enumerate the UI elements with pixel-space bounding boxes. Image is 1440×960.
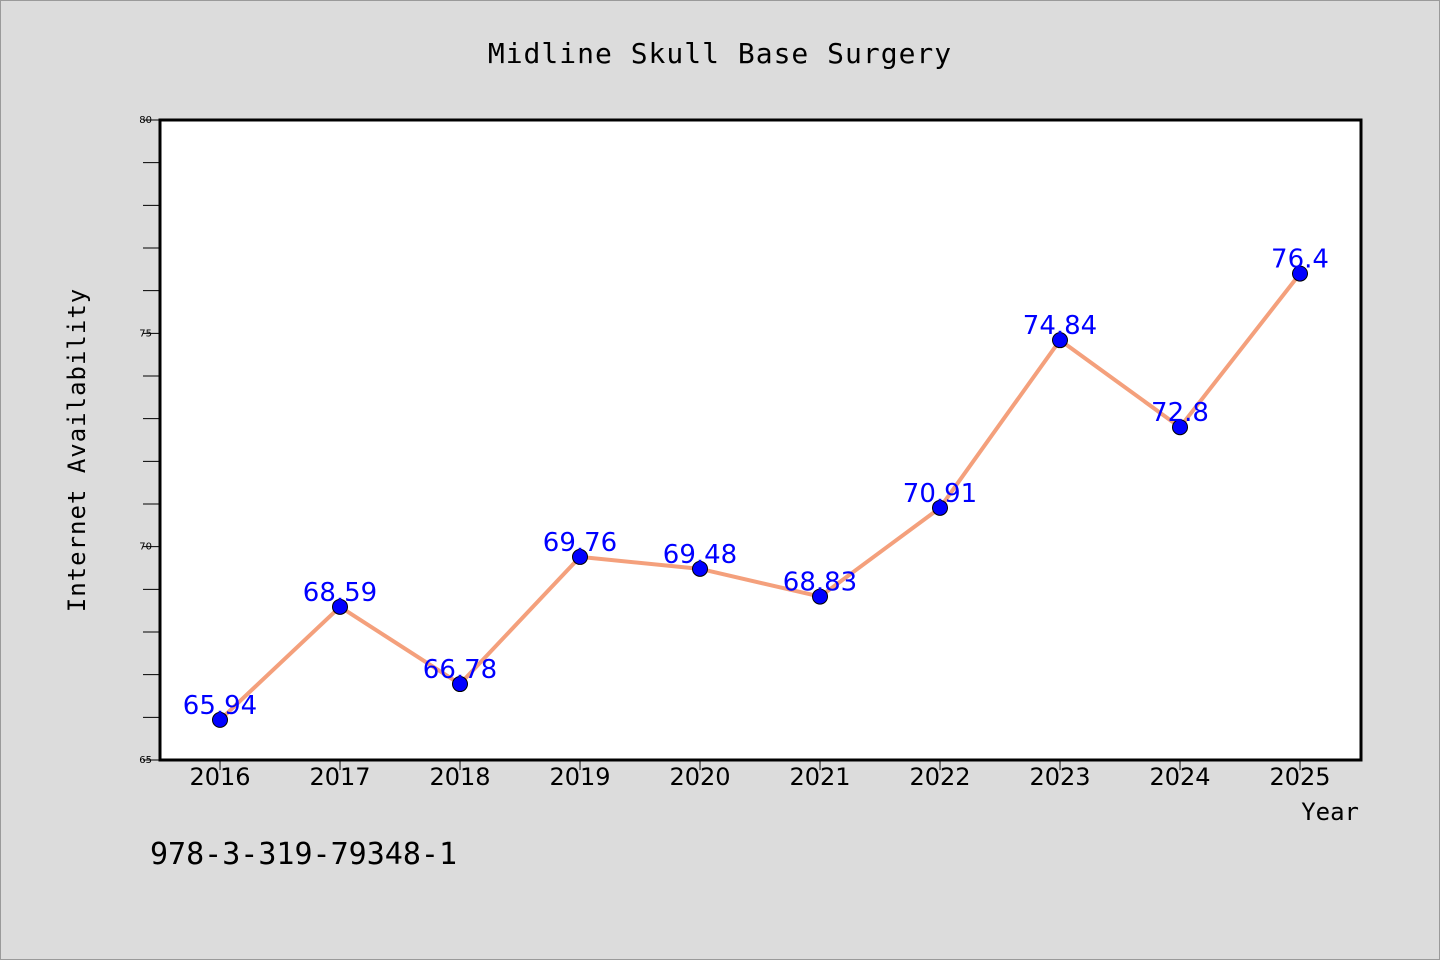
plot-border <box>158 118 1363 762</box>
x-axis-ticks: 2016 2017 2018 2019 2020 2021 2022 2023 2024 2025 <box>189 760 1331 791</box>
data-label-2018: 66.78 <box>423 655 497 685</box>
x-tick-label: 2023 <box>1029 763 1090 791</box>
data-label-2016: 65.94 <box>183 691 257 721</box>
data-label-2022: 70.91 <box>903 479 977 509</box>
y-axis-ticks: 65 70 75 80 <box>139 115 160 766</box>
data-point-2021 <box>812 588 828 605</box>
data-point-2017 <box>332 598 348 615</box>
x-tick-label: 2019 <box>549 763 610 791</box>
plot-area <box>160 120 1361 760</box>
data-point-2025 <box>1292 265 1308 282</box>
y-axis-label: Internet Availability <box>63 288 91 612</box>
y-tick-label: 75 <box>139 328 152 339</box>
y-tick-label: 80 <box>139 115 152 126</box>
y-tick-label: 70 <box>139 542 152 553</box>
data-point-2016 <box>212 711 228 728</box>
chart-title: Midline Skull Base Surgery <box>488 37 952 70</box>
footer-isbn: 978-3-319-79348-1 <box>150 837 457 872</box>
data-label-2017: 68.59 <box>303 578 377 608</box>
x-axis-label: Year <box>1301 798 1359 826</box>
x-tick-label: 2024 <box>1149 763 1210 791</box>
data-point-2018 <box>452 676 468 693</box>
data-labels: 65.94 68.59 66.78 69.76 69.48 68.83 70.91 74.84… <box>183 245 1329 721</box>
x-tick-label: 2025 <box>1269 763 1330 791</box>
data-point-2023 <box>1052 332 1068 349</box>
data-label-2019: 69.76 <box>543 528 617 558</box>
data-point-2019 <box>572 548 588 565</box>
x-tick-label: 2021 <box>789 763 850 791</box>
data-point-2024 <box>1172 419 1188 436</box>
data-markers <box>212 265 1308 728</box>
data-label-2025: 76.4 <box>1271 245 1329 275</box>
data-label-2021: 68.83 <box>783 568 857 598</box>
x-tick-label: 2016 <box>189 763 250 791</box>
x-tick-label: 2020 <box>669 763 730 791</box>
x-tick-label: 2017 <box>309 763 370 791</box>
data-point-2022 <box>932 499 948 516</box>
series-line <box>218 272 1302 722</box>
data-point-2020 <box>692 560 708 577</box>
data-label-2023: 74.84 <box>1023 311 1097 341</box>
y-tick-label: 65 <box>139 755 152 766</box>
data-label-2024: 72.8 <box>1151 398 1209 428</box>
x-tick-label: 2022 <box>909 763 970 791</box>
data-label-2020: 69.48 <box>663 540 737 570</box>
x-tick-label: 2018 <box>429 763 490 791</box>
